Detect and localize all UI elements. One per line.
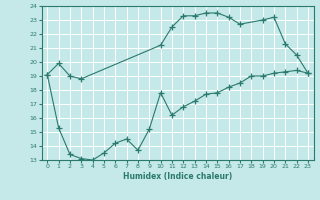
X-axis label: Humidex (Indice chaleur): Humidex (Indice chaleur) (123, 172, 232, 181)
